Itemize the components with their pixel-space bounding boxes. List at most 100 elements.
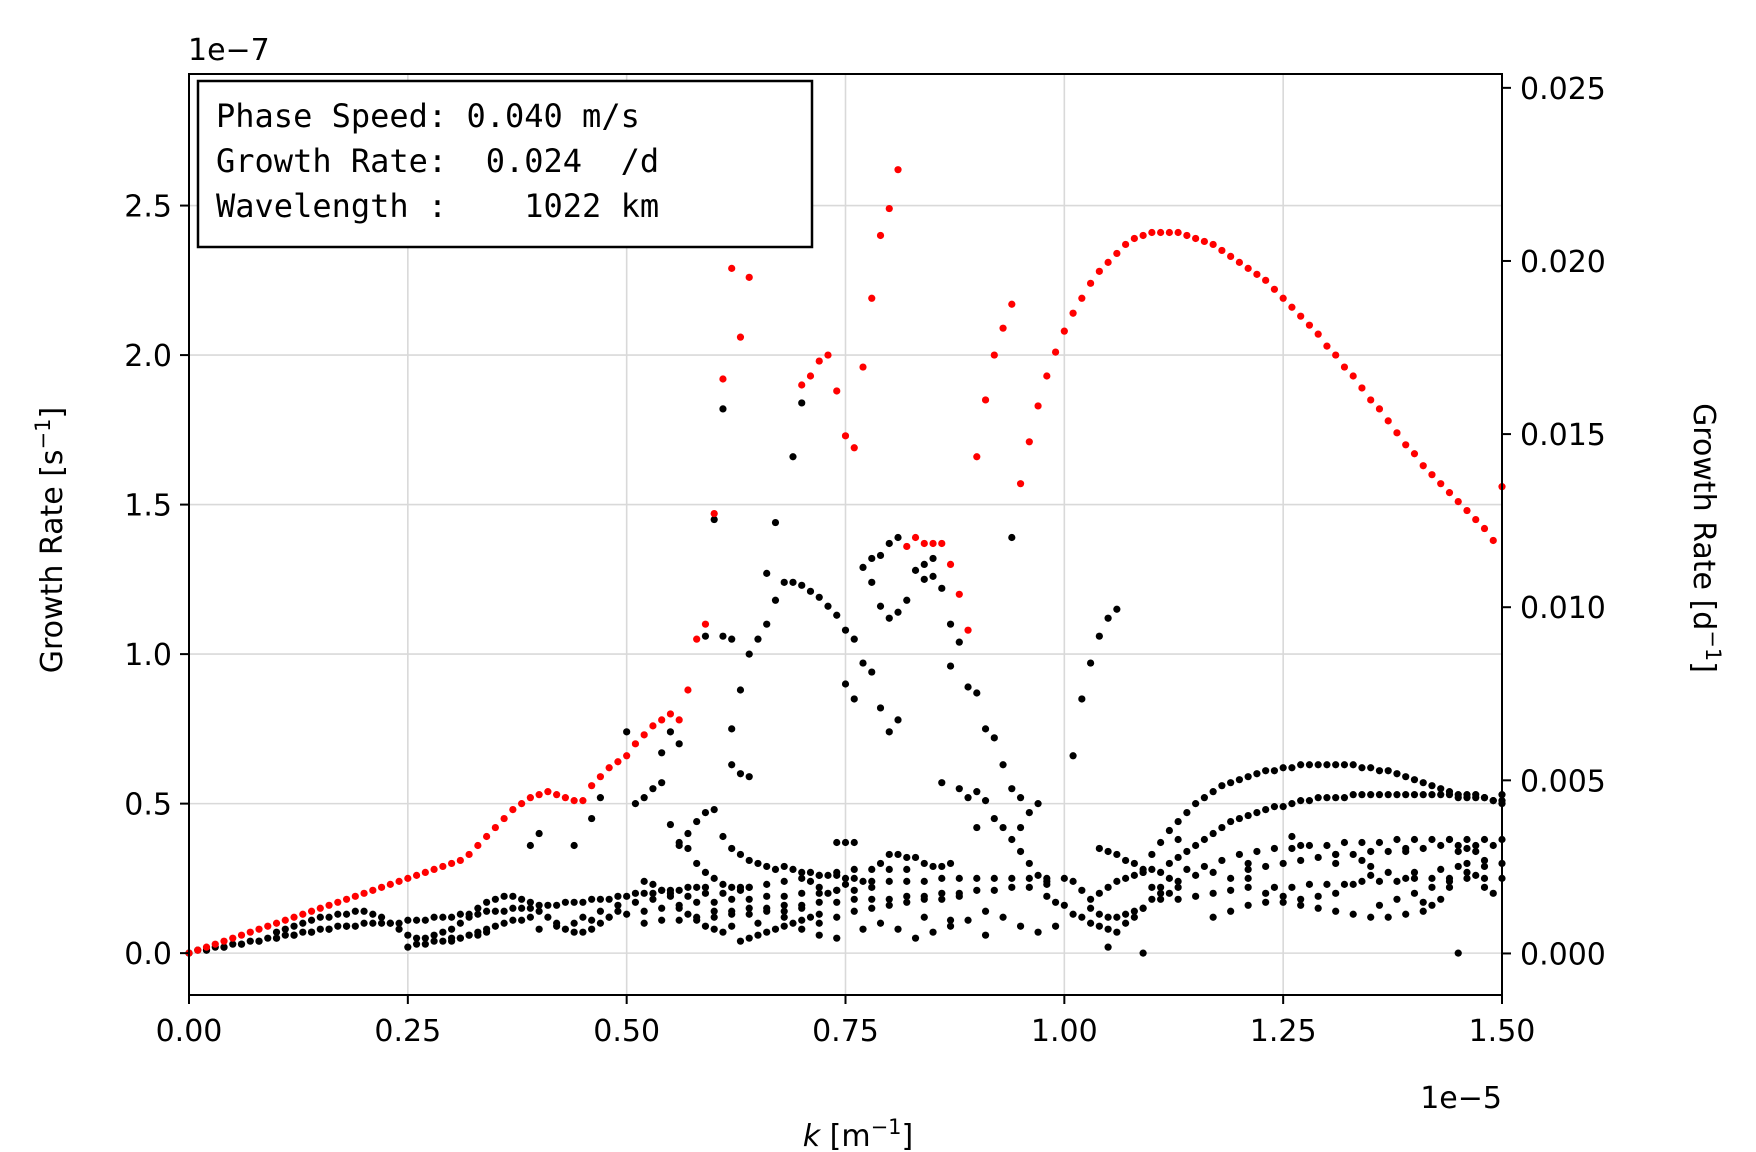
y-offset-label: 1e−7 (188, 33, 270, 68)
black-point (903, 898, 911, 906)
black-point (553, 922, 561, 930)
black-point (1113, 877, 1121, 885)
black-point (815, 898, 823, 906)
black-point (701, 868, 710, 876)
black-point (938, 584, 946, 592)
red-point (876, 231, 885, 240)
black-point (1349, 761, 1357, 769)
black-point (570, 841, 578, 850)
black-point (1192, 871, 1200, 879)
black-point (649, 895, 657, 903)
x-axis-label: k [m−1] (803, 1115, 914, 1152)
red-point (299, 910, 307, 918)
black-point (1192, 841, 1200, 850)
red-point (1078, 294, 1086, 302)
red-point (1183, 231, 1191, 240)
red-point (211, 940, 219, 948)
red-point (1139, 231, 1147, 240)
black-point (430, 913, 438, 921)
black-point (1253, 770, 1261, 778)
black-point (1008, 874, 1016, 882)
black-point (1218, 782, 1226, 790)
black-point (1332, 794, 1340, 802)
y-tick-label: 2.5 (124, 190, 172, 225)
black-point (745, 910, 753, 918)
black-point (911, 934, 920, 942)
black-point (1323, 841, 1331, 850)
red-point (1192, 234, 1200, 243)
black-point (1305, 761, 1314, 769)
black-point (868, 554, 876, 563)
black-point (351, 922, 359, 930)
black-point (561, 925, 569, 933)
black-point (430, 937, 438, 945)
black-point (885, 539, 893, 548)
black-point (1165, 874, 1173, 882)
black-point (1367, 871, 1375, 879)
black-point (666, 728, 675, 736)
black-point (1270, 844, 1279, 853)
black-point (745, 934, 753, 942)
red-point (412, 871, 421, 879)
red-point (316, 904, 324, 912)
black-point (1060, 874, 1068, 882)
red-point (360, 889, 368, 897)
red-point (561, 794, 569, 802)
red-point (1113, 249, 1121, 258)
black-point (1314, 794, 1322, 802)
black-point (1270, 767, 1279, 775)
red-point (194, 946, 202, 954)
red-point (1402, 441, 1410, 449)
black-point (850, 874, 858, 882)
red-point (1340, 363, 1349, 371)
black-point (1358, 791, 1366, 799)
black-point (623, 910, 631, 918)
black-point (483, 928, 491, 936)
black-point (1130, 859, 1138, 868)
black-point (701, 922, 710, 930)
red-point (1358, 384, 1366, 392)
black-point (666, 889, 675, 897)
black-point (850, 895, 858, 903)
black-point (1148, 895, 1156, 903)
black-point (1288, 764, 1296, 772)
red-point (351, 892, 359, 900)
black-point (981, 931, 990, 939)
black-point (1016, 823, 1025, 832)
x-tick-label: 0.00 (156, 1014, 223, 1049)
black-point (1008, 835, 1016, 844)
x-axis-label-symbol: k (803, 1119, 822, 1152)
black-point (868, 883, 876, 891)
black-point (1244, 859, 1252, 868)
black-point (1244, 883, 1252, 891)
x-tick-label: 0.50 (593, 1014, 660, 1049)
black-point (763, 569, 771, 577)
black-point (1078, 886, 1086, 894)
red-point (1454, 498, 1462, 506)
black-point (474, 910, 482, 918)
black-point (1060, 901, 1068, 909)
black-point (903, 877, 911, 885)
y-axis-right-label-sup: −1 (1701, 630, 1725, 661)
red-point (281, 916, 289, 924)
black-point (736, 686, 745, 694)
black-point (1148, 850, 1156, 859)
black-point (1375, 767, 1384, 775)
black-point (973, 874, 981, 882)
black-point (675, 916, 683, 924)
black-point (377, 919, 386, 927)
black-point (448, 934, 456, 942)
y-axis-left-label-main: Growth Rate [s (35, 449, 70, 673)
black-point (815, 871, 823, 879)
black-point (1419, 791, 1427, 799)
black-point (526, 904, 534, 912)
black-point (1104, 883, 1112, 891)
black-point (404, 916, 412, 924)
black-point (1314, 761, 1322, 769)
y2-tick-label: 0.005 (1520, 764, 1606, 799)
black-point (806, 868, 815, 876)
red-point (509, 806, 517, 814)
x-tick-label: 0.25 (374, 1014, 441, 1049)
black-point (938, 874, 946, 882)
black-point (1419, 898, 1427, 906)
